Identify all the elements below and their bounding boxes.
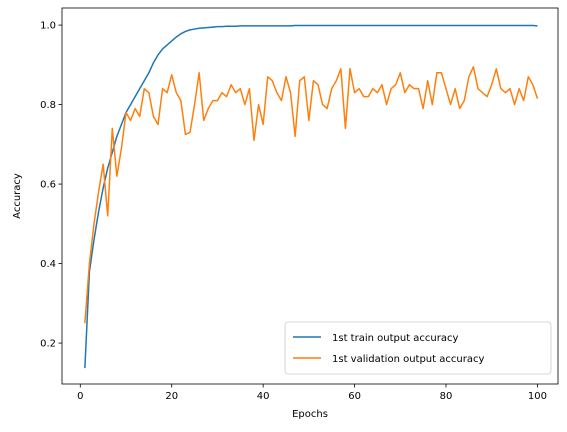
y-axis-ticks: 0.2 0.4 0.6 0.8 1.0: [40, 21, 62, 350]
train-accuracy-line: [84, 24, 538, 369]
y-tick-label: 0.6: [40, 180, 56, 191]
x-tick-label: 60: [348, 391, 361, 402]
y-tick-label: 0.8: [40, 100, 56, 111]
legend: 1st train output accuracy 1st validation…: [284, 321, 552, 375]
x-tick-label: 40: [257, 391, 270, 402]
legend-box: [284, 321, 552, 375]
x-axis-ticks: 0 20 40 60 80 100: [77, 384, 547, 402]
plot-lines: [84, 24, 539, 369]
x-axis-label: Epochs: [292, 409, 328, 420]
x-tick-label: 0: [77, 391, 83, 402]
y-axis-label: Accuracy: [12, 173, 23, 219]
validation-accuracy-line: [84, 66, 539, 324]
x-tick-label: 100: [528, 391, 547, 402]
legend-label-train: 1st train output accuracy: [332, 333, 458, 344]
y-tick-label: 1.0: [40, 21, 56, 32]
plot-frame: [61, 7, 559, 385]
legend-label-validation: 1st validation output accuracy: [332, 354, 484, 365]
y-tick-label: 0.4: [40, 259, 56, 270]
y-tick-label: 0.2: [40, 339, 56, 350]
x-tick-label: 20: [165, 391, 178, 402]
x-tick-label: 80: [440, 391, 453, 402]
